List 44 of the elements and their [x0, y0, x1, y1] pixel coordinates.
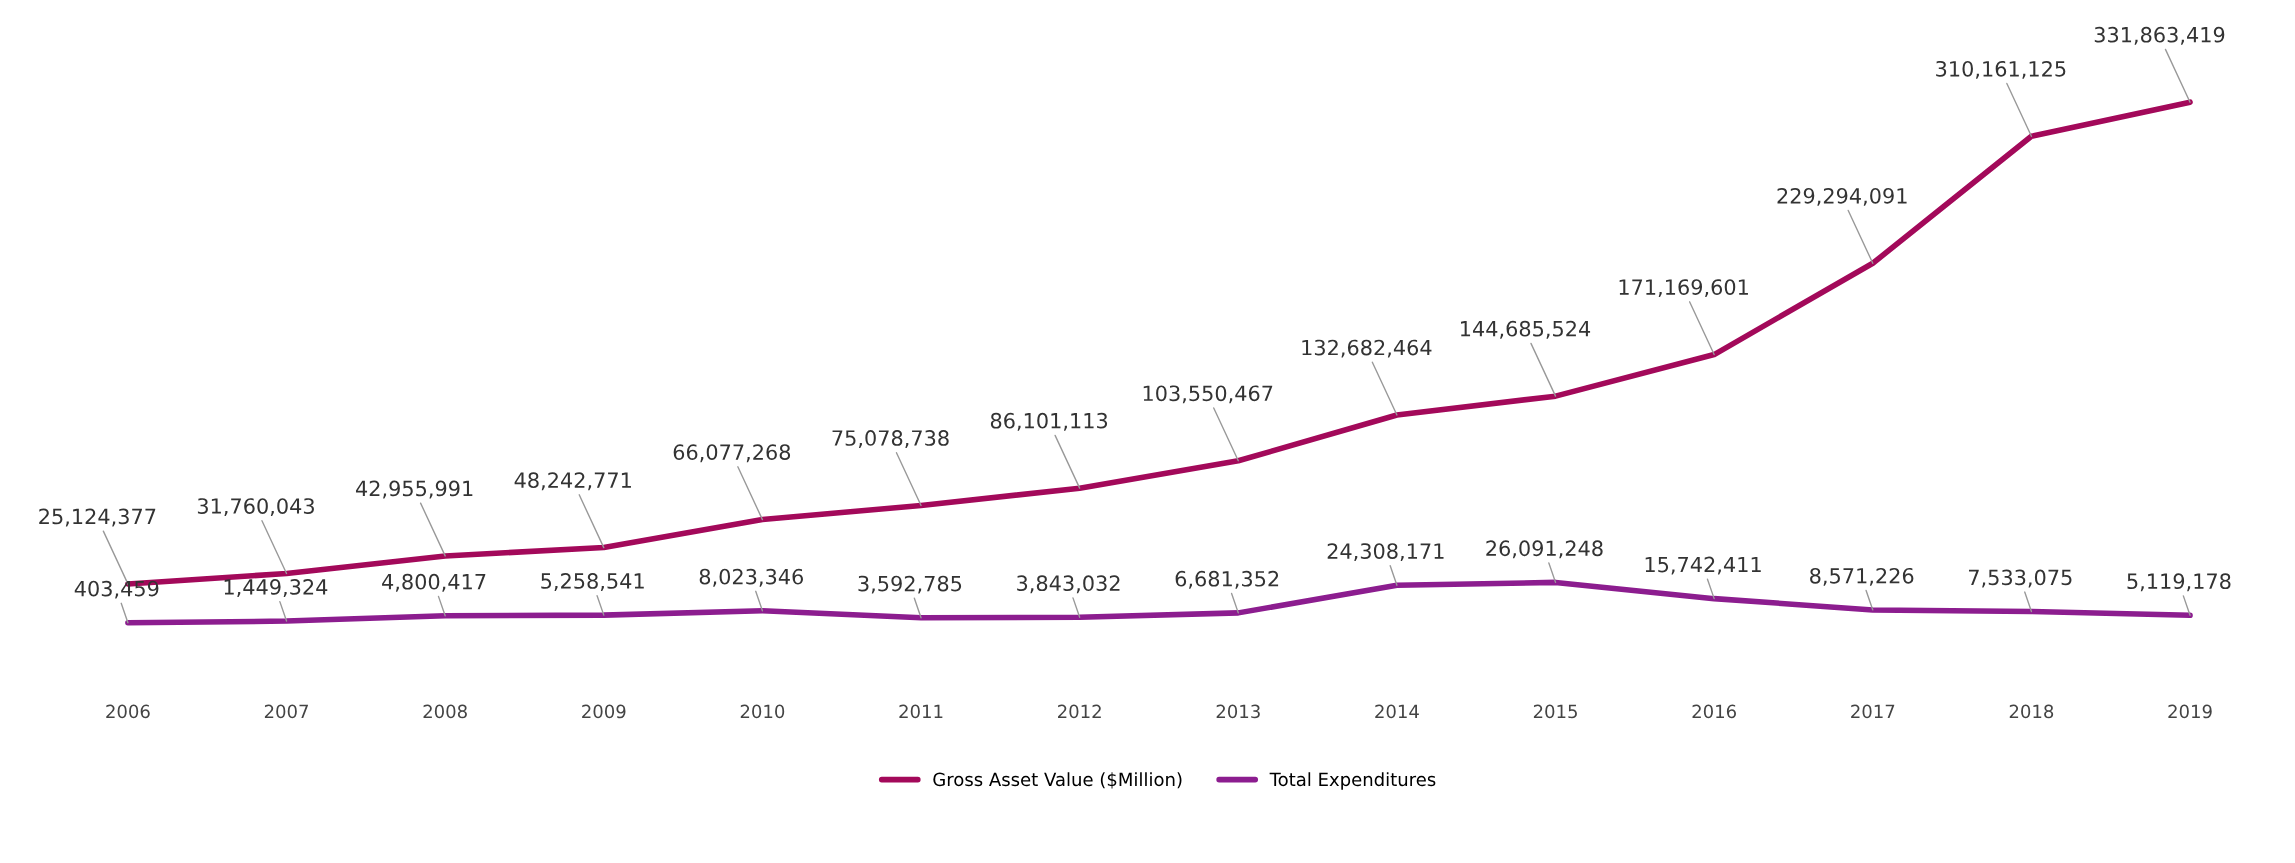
x-tick-label: 2008 — [423, 704, 467, 719]
data-label: 42,955,991 — [355, 480, 473, 499]
x-tick-label: 2018 — [2009, 704, 2054, 719]
data-label: 1,449,324 — [224, 579, 328, 597]
x-tick-label: 2013 — [1216, 704, 1260, 719]
x-tick-label: 2014 — [1375, 704, 1419, 719]
x-tick-label: 2017 — [1851, 704, 1895, 719]
data-label: 8,571,226 — [1810, 567, 1914, 586]
data-label: 24,308,171 — [1327, 543, 1444, 562]
data-label: 403,459 — [74, 580, 159, 599]
data-label: 26,091,248 — [1486, 540, 1603, 559]
data-label: 4,800,417 — [382, 573, 486, 592]
data-label: 3,592,785 — [858, 575, 962, 594]
data-label: 229,294,091 — [1777, 187, 1907, 206]
data-label: 5,258,541 — [541, 573, 644, 591]
x-tick-label: 2010 — [740, 704, 785, 719]
data-label: 31,760,043 — [197, 498, 314, 517]
legend-label: Total Expenditures — [1269, 772, 1436, 790]
x-tick-label: 2016 — [1692, 704, 1736, 719]
x-tick-label: 2011 — [899, 704, 943, 719]
data-label: 8,023,346 — [699, 568, 803, 587]
data-label: 103,550,467 — [1143, 385, 1273, 404]
data-label: 7,533,075 — [1969, 569, 2072, 588]
data-label: 6,681,352 — [1175, 570, 1279, 589]
data-label: 144,685,524 — [1461, 320, 1591, 339]
data-label: 171,169,601 — [1619, 279, 1748, 298]
data-label: 86,101,113 — [990, 412, 1108, 431]
x-tick-label: 2015 — [1533, 704, 1577, 719]
x-tick-label: 2007 — [264, 704, 308, 719]
data-label: 5,119,178 — [2127, 573, 2231, 592]
x-tick-label: 2009 — [582, 704, 626, 719]
data-label: 25,124,377 — [39, 508, 156, 527]
data-label: 310,161,125 — [1936, 60, 2066, 79]
x-tick-label: 2006 — [106, 704, 150, 719]
data-label: 66,077,268 — [673, 444, 791, 463]
x-tick-label: 2012 — [1058, 704, 1101, 719]
data-label: 75,078,738 — [832, 430, 949, 448]
data-label: 15,742,411 — [1645, 556, 1761, 575]
legend-label: Gross Asset Value ($Million) — [933, 772, 1182, 789]
data-label: 331,863,419 — [2094, 26, 2225, 45]
data-label: 3,843,032 — [1017, 575, 1120, 594]
data-label: 48,242,771 — [514, 472, 631, 491]
data-label: 132,682,464 — [1302, 339, 1432, 358]
x-tick-label: 2019 — [2168, 704, 2212, 719]
